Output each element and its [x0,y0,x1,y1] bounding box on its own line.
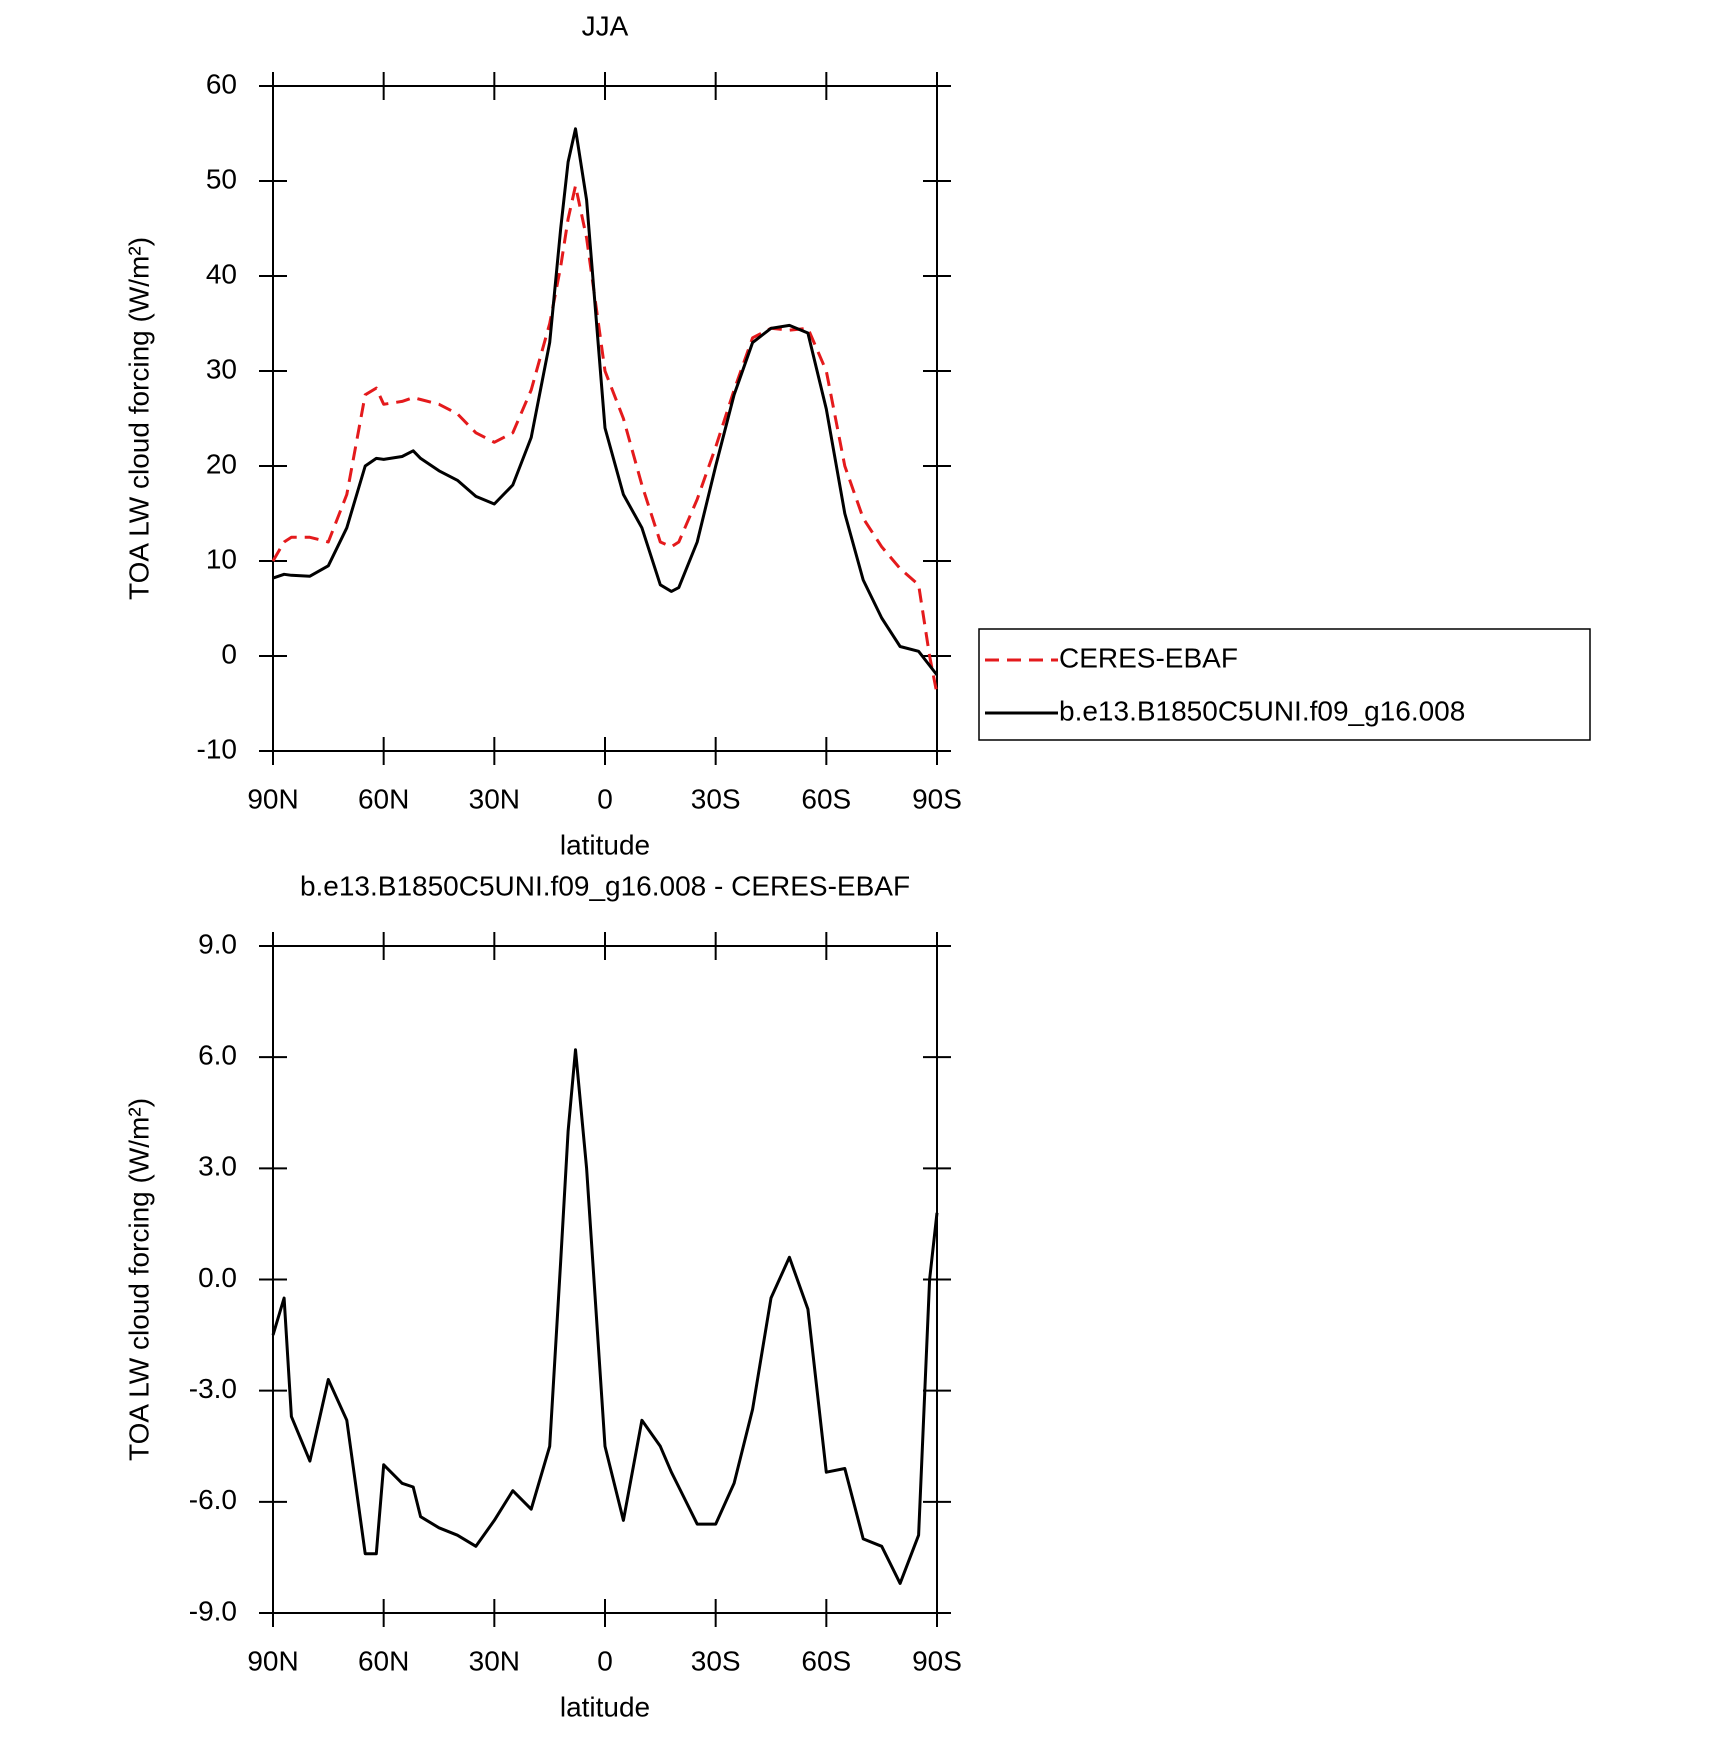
y-tick-label: 9.0 [198,928,237,959]
y-tick-label: 0 [221,638,237,669]
x-tick-label: 60S [801,1645,851,1676]
x-axis-label: latitude [560,1691,650,1722]
plot-frame [272,945,938,1614]
y-axis-label: TOA LW cloud forcing (W/m²) [123,1098,154,1461]
x-tick-label: 30N [469,783,520,814]
x-tick-label: 60N [358,783,409,814]
y-tick-label: 60 [206,68,237,99]
y-tick-label: -10 [197,733,237,764]
chart-title: b.e13.B1850C5UNI.f09_g16.008 - CERES-EBA… [300,870,910,901]
data-line [271,184,939,695]
y-tick-label: 10 [206,543,237,574]
y-tick-label: -9.0 [189,1595,237,1626]
x-tick-label: 30S [691,1645,741,1676]
x-tick-label: 0 [597,783,613,814]
legend-label: b.e13.B1850C5UNI.f09_g16.008 [1059,695,1465,726]
y-tick-label: 3.0 [198,1151,237,1182]
y-tick-label: -6.0 [189,1484,237,1515]
y-axis-label: TOA LW cloud forcing (W/m²) [123,237,154,600]
x-tick-label: 60S [801,783,851,814]
plot-frame [272,85,938,752]
x-tick-label: 30S [691,783,741,814]
y-tick-label: 30 [206,353,237,384]
x-tick-label: 90N [247,1645,298,1676]
y-tick-label: 20 [206,448,237,479]
x-tick-label: 60N [358,1645,409,1676]
x-tick-label: 90N [247,783,298,814]
data-line [272,127,939,676]
data-line [271,1048,939,1585]
legend-box [978,628,1591,741]
y-tick-label: 6.0 [198,1040,237,1071]
y-tick-label: 0.0 [198,1262,237,1293]
y-tick-label: 50 [206,163,237,194]
x-tick-label: 90S [912,1645,962,1676]
x-tick-label: 0 [597,1645,613,1676]
x-axis-label: latitude [560,829,650,860]
y-tick-label: 40 [206,258,237,289]
x-tick-label: 30N [469,1645,520,1676]
x-tick-label: 90S [912,783,962,814]
y-tick-label: -3.0 [189,1373,237,1404]
chart-title: JJA [582,10,629,41]
legend-label: CERES-EBAF [1059,642,1238,673]
